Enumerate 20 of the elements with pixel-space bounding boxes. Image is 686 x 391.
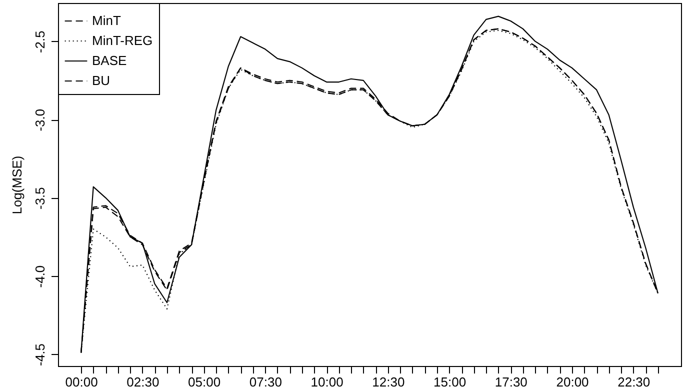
y-tick-label: -4.0	[32, 265, 48, 288]
legend-label: BASE	[92, 53, 128, 68]
x-tick-label: 17:30	[494, 374, 528, 390]
x-tick-label: 22:30	[618, 374, 650, 390]
y-tick-label: -2.5	[32, 30, 48, 54]
x-tick-label: 00:00	[65, 374, 98, 390]
y-tick-label: -4.5	[32, 344, 48, 366]
x-tick-label: 05:00	[188, 374, 221, 390]
legend-label: MinT-REG	[92, 33, 153, 48]
x-tick-label: 07:30	[249, 374, 282, 390]
x-tick-label: 15:00	[434, 374, 466, 390]
y-tick-label: -3.5	[32, 187, 48, 210]
x-tick-label: 02:30	[126, 374, 160, 390]
legend-label: MinT	[92, 13, 121, 28]
x-tick-label: 20:00	[556, 374, 589, 390]
x-tick-label: 10:00	[310, 374, 344, 390]
y-axis-title: Log(MSE)	[10, 156, 24, 214]
x-tick-label: 12:30	[372, 374, 405, 390]
y-tick-label: -3.0	[32, 108, 48, 132]
legend-label: BU	[92, 73, 110, 88]
